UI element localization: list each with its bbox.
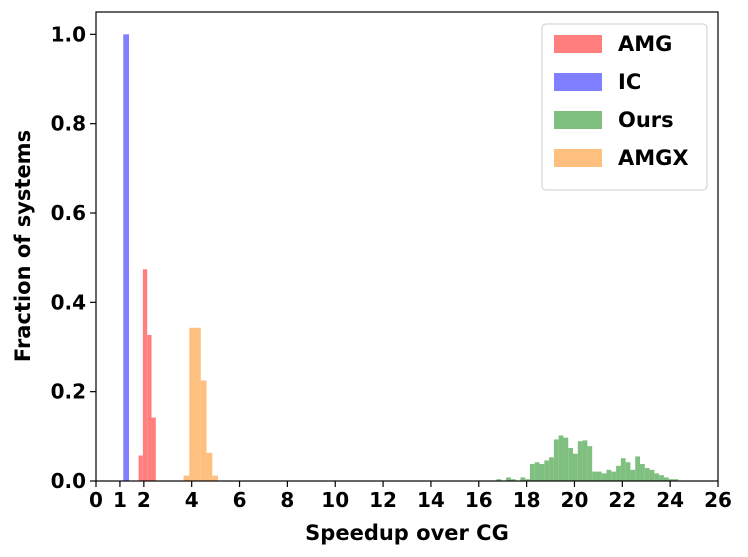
bar-ic-0: [123, 34, 130, 481]
bar-ours-7: [539, 464, 545, 481]
bar-ours-3: [520, 477, 526, 481]
bar-ours-26: [630, 469, 636, 481]
bar-ours-29: [644, 468, 650, 481]
y-tick-label-1: 0.2: [51, 380, 86, 404]
legend-swatch-amg: [554, 35, 602, 53]
bar-ours-21: [606, 469, 612, 481]
bar-ours-22: [611, 471, 617, 481]
x-tick-label-12: 22: [608, 488, 636, 512]
x-tick-label-8: 14: [417, 488, 445, 512]
plot-frame: [95, 11, 719, 482]
bar-ours-15: [577, 441, 583, 481]
bar-ours-23: [616, 465, 621, 481]
x-tick-label-3: 4: [185, 488, 199, 512]
bars-layer: [123, 34, 679, 481]
bar-amgx-5: [212, 475, 219, 481]
bar-ours-33: [663, 477, 669, 481]
bar-amgx-1: [189, 327, 196, 481]
x-tick-label-6: 10: [321, 488, 349, 512]
y-tick-label-2: 0.4: [51, 290, 86, 314]
x-tick-label-14: 26: [704, 488, 732, 512]
y-tick-label-0: 0.0: [51, 469, 86, 493]
y-axis-title: Fraction of systems: [11, 130, 35, 362]
bar-amgx-0: [183, 475, 190, 481]
legend-label-amg: AMG: [618, 32, 672, 56]
bar-amg-3: [151, 417, 156, 481]
y-axis: 0.0 0.2 0.4 0.6 0.8 1.0: [51, 22, 96, 493]
bar-ours-17: [587, 446, 593, 481]
legend-box: [541, 23, 708, 191]
x-tick-label-4: 6: [233, 488, 247, 512]
bar-ours-35: [673, 479, 679, 481]
y-tick-label-5: 1.0: [51, 22, 86, 46]
bar-ours-31: [654, 473, 660, 481]
bar-ours-34: [668, 479, 674, 481]
bar-amg-2: [147, 334, 152, 481]
bar-amg-0: [138, 455, 143, 481]
bar-ours-6: [534, 462, 540, 481]
legend-swatch-amgx: [554, 149, 602, 167]
x-tick-label-7: 12: [369, 488, 397, 512]
bar-amg-1: [142, 269, 148, 481]
legend-swatch-ours: [554, 111, 602, 129]
bar-ours-30: [649, 469, 655, 481]
bar-ours-12: [563, 437, 569, 481]
x-tick-label-1: 1: [113, 488, 127, 512]
bar-ours-18: [592, 471, 597, 481]
x-tick-label-2: 2: [137, 488, 151, 512]
x-tick-label-13: 24: [656, 488, 684, 512]
x-axis-title: Speedup over CG: [305, 521, 509, 545]
y-tick-label-4: 0.8: [51, 112, 86, 136]
bar-ours-19: [596, 471, 602, 481]
bar-amgx-3: [200, 380, 207, 481]
legend: AMG IC Ours AMGX: [541, 23, 708, 191]
x-axis: 0 1 2 4 6 8 10 12 14 16 18 20 22 24 26: [89, 481, 732, 512]
bar-ours-27: [635, 456, 641, 481]
bar-ours-25: [625, 462, 631, 481]
bar-ours-4: [525, 479, 530, 481]
legend-swatch-ic: [554, 73, 602, 91]
x-tick-label-5: 8: [280, 488, 294, 512]
legend-label-amgx: AMGX: [618, 146, 689, 170]
bar-ours-14: [573, 453, 578, 481]
bar-ours-24: [620, 458, 626, 481]
bar-ours-20: [601, 473, 607, 481]
x-tick-label-0: 0: [89, 488, 103, 512]
bar-ours-0: [496, 479, 502, 481]
bar-ours-8: [544, 460, 550, 481]
x-tick-label-9: 16: [465, 488, 493, 512]
bar-ours-10: [553, 439, 559, 481]
x-tick-label-11: 20: [561, 488, 589, 512]
bar-ours-9: [549, 457, 554, 481]
bar-ours-16: [582, 440, 588, 481]
y-tick-label-3: 0.6: [51, 201, 86, 225]
legend-label-ic: IC: [618, 70, 641, 94]
bar-ours-13: [568, 447, 574, 481]
legend-label-ours: Ours: [618, 108, 674, 132]
bar-ours-11: [558, 435, 564, 481]
bar-ours-32: [659, 475, 664, 481]
bar-amgx-4: [206, 452, 213, 481]
bar-ours-2: [510, 479, 516, 481]
bar-amgx-2: [195, 327, 201, 481]
bar-ours-1: [506, 477, 511, 481]
bar-ours-5: [529, 464, 535, 481]
x-tick-label-10: 18: [513, 488, 541, 512]
bar-ours-28: [640, 464, 645, 481]
